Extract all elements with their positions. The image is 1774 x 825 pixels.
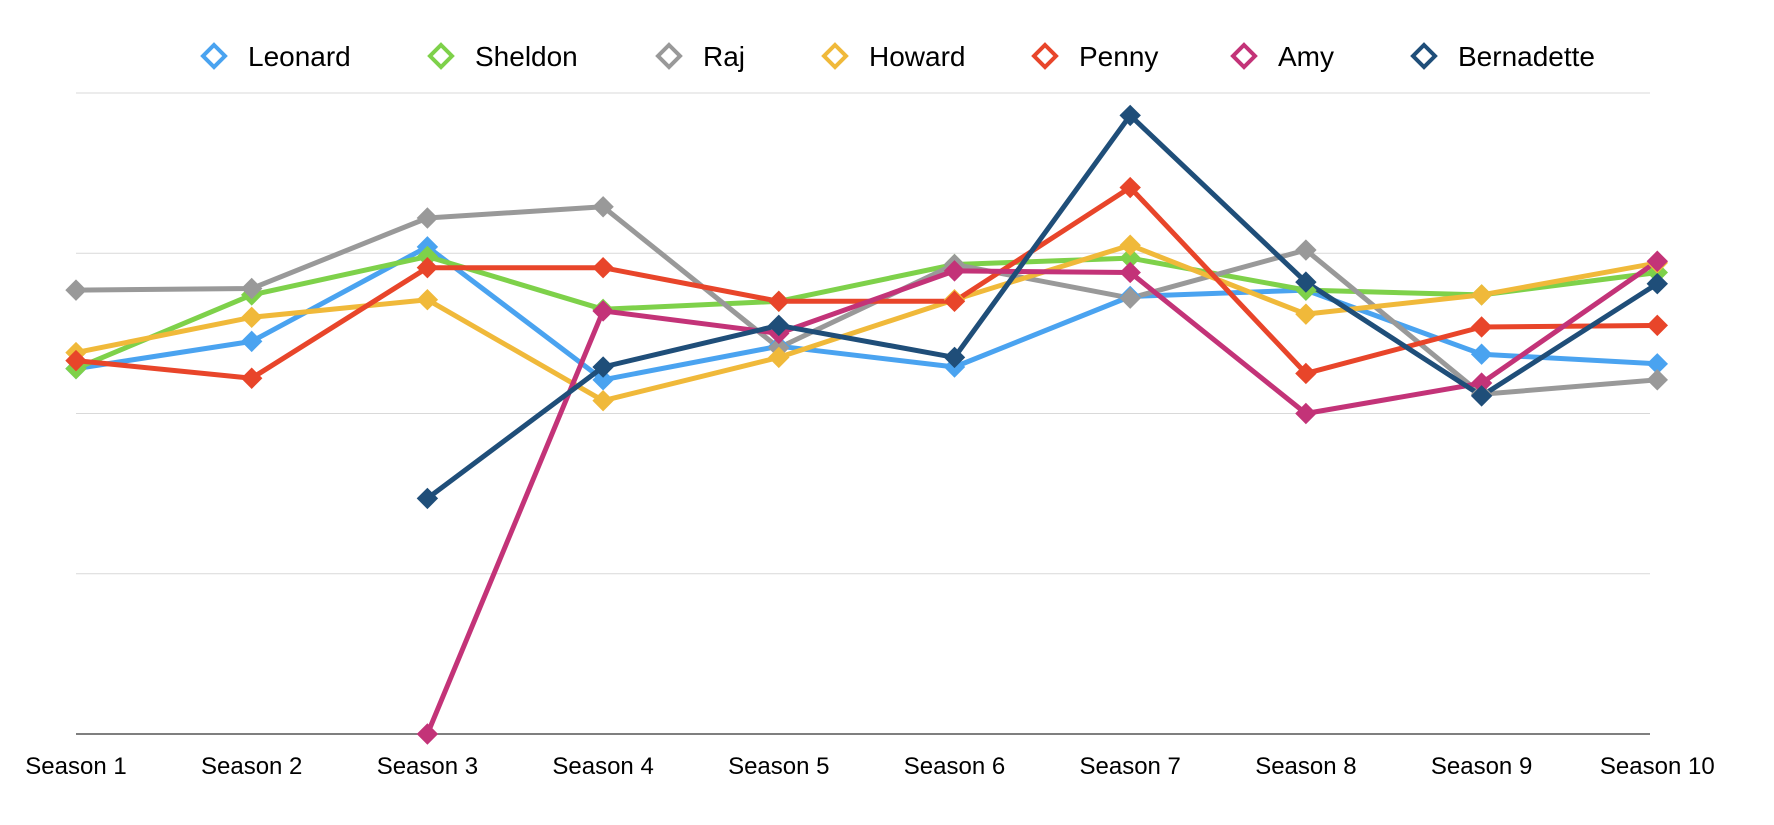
data-point-amy [943,260,966,282]
data-point-amy [1646,250,1669,272]
legend-label-amy: Amy [1278,41,1334,72]
legend-marker-bernadette [1410,42,1438,70]
data-point-howard [768,346,790,369]
legend-label-bernadette: Bernadette [1458,41,1595,72]
data-point-penny [1119,176,1141,199]
data-point-bernadette [1295,271,1317,293]
data-point-penny [65,349,87,372]
data-point-raj [416,207,439,229]
legend-marker-amy [1230,42,1258,70]
data-point-penny [592,256,614,279]
legend-marker-raj [655,42,683,70]
legend-label-sheldon: Sheldon [475,41,578,72]
data-point-raj [65,279,87,301]
legend-label-raj: Raj [703,41,745,72]
x-tick-label: Season 9 [1431,753,1532,780]
data-point-raj [1119,287,1141,309]
data-point-leonard [592,369,614,391]
series-line-sheldon [73,254,1660,372]
data-point-penny [943,290,966,313]
data-point-bernadette [1646,272,1669,295]
data-point-penny [416,256,439,279]
legend-label-penny: Penny [1079,41,1158,72]
data-point-raj [1295,239,1317,261]
x-tick-label: Season 5 [728,753,829,780]
data-point-bernadette [1470,385,1493,407]
x-tick-label: Season 3 [377,753,478,780]
legend-marker-penny [1031,42,1059,70]
data-point-amy [416,723,439,745]
data-point-leonard [1470,343,1493,365]
legend-marker-sheldon [427,42,455,70]
legend-marker-howard [821,42,849,70]
data-point-howard [1119,234,1141,256]
data-point-penny [1646,314,1669,337]
series-line-raj [73,204,1660,397]
data-point-penny [768,290,790,313]
data-point-howard [240,306,263,329]
data-point-amy [592,300,614,322]
legend: Leonard Sheldon Raj Howard Penny Amy Bernadett… [200,41,1595,72]
x-tick-label: Season 4 [552,753,653,780]
x-axis-tick-labels: Season 1 Season 2 Season 3 Season 4 Season 5… [25,753,1714,780]
series-line-bernadette [424,112,1660,501]
data-point-penny [1295,362,1317,385]
x-tick-label: Season 7 [1079,753,1180,780]
data-point-penny [1470,316,1493,338]
data-point-amy [1119,261,1141,284]
series-line-amy [424,258,1660,737]
data-point-leonard [240,330,263,353]
x-tick-label: Season 8 [1255,753,1356,780]
data-point-raj [1646,369,1669,391]
gridlines [76,92,1650,735]
data-point-bernadette [768,314,790,337]
legend-label-leonard: Leonard [248,41,351,72]
data-point-raj [240,277,263,300]
data-point-bernadette [943,346,966,369]
x-tick-label: Season 2 [201,753,302,780]
legend-label-howard: Howard [869,41,965,72]
x-tick-label: Season 10 [1600,753,1715,780]
legend-marker-leonard [200,42,228,70]
data-point-howard [1295,303,1317,325]
data-point-bernadette [592,356,614,378]
series-markers [65,104,1669,745]
data-point-raj [592,196,614,218]
data-point-bernadette [416,487,439,510]
data-point-bernadette [1119,104,1141,127]
data-point-amy [1295,402,1317,425]
data-point-howard [416,289,439,311]
series-line-howard [73,242,1660,404]
data-point-howard [1470,284,1493,306]
x-tick-label: Season 1 [25,753,126,780]
data-point-penny [240,367,263,389]
data-point-howard [592,389,614,412]
x-tick-label: Season 6 [904,753,1005,780]
series-lines [73,112,1660,737]
